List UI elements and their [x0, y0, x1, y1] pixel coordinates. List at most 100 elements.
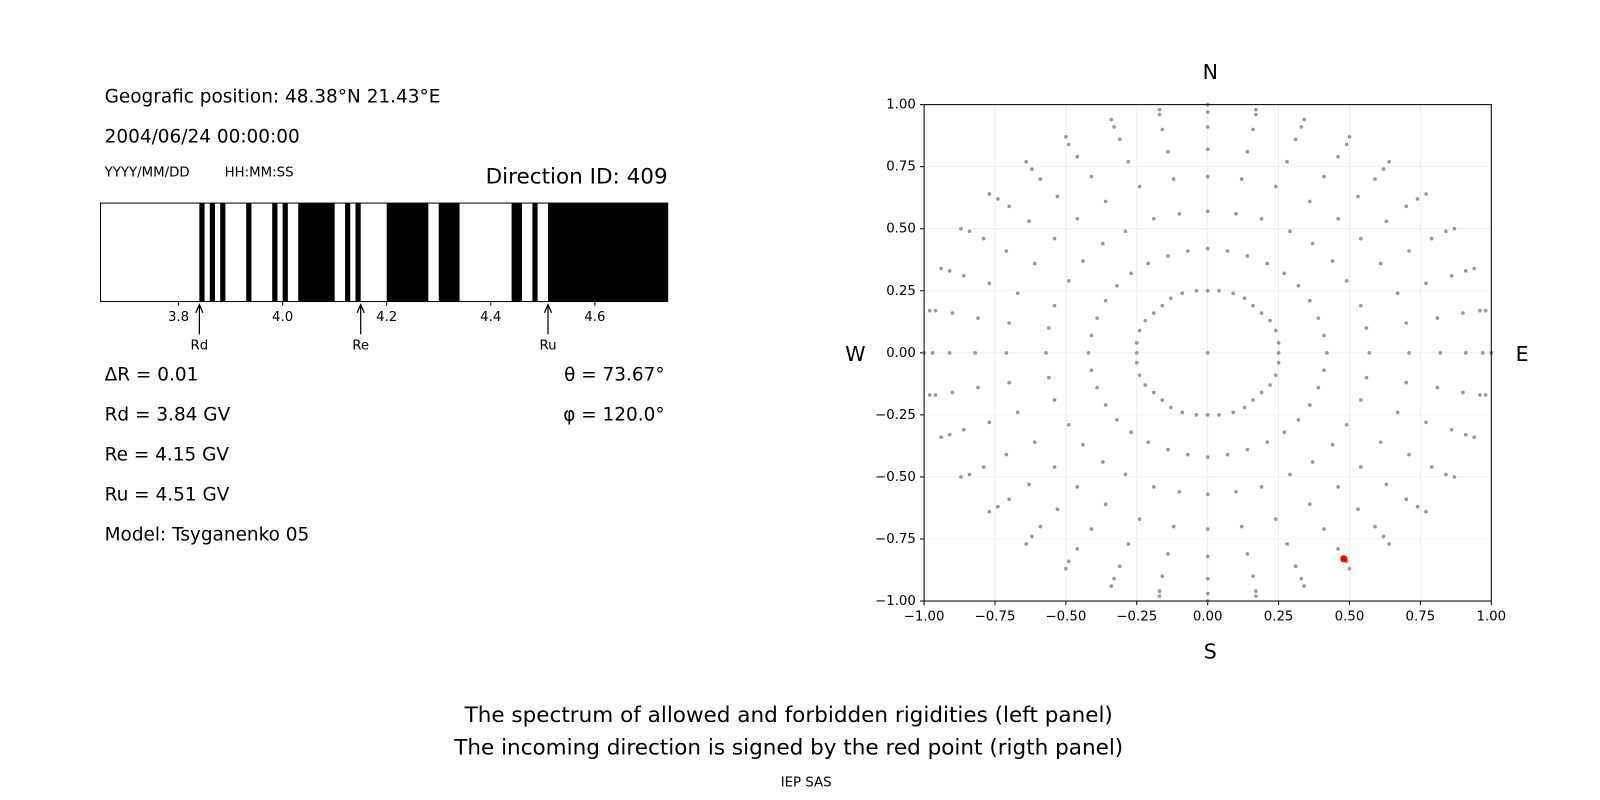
grid-point	[1205, 576, 1210, 581]
grid-point	[1151, 311, 1156, 315]
grid-point	[1143, 318, 1148, 323]
grid-point	[1254, 107, 1258, 112]
grid-point	[1330, 259, 1335, 263]
plot-frame	[923, 104, 1492, 602]
direction-id: Direction ID: 409	[486, 164, 668, 189]
grid-point	[1052, 236, 1057, 241]
grid-point	[1478, 393, 1482, 397]
grid-point	[1027, 482, 1031, 487]
grid-point	[1066, 142, 1071, 147]
grid-point	[1047, 326, 1051, 330]
forbidden-band	[282, 203, 288, 302]
y-tick-label: −0.75	[875, 532, 916, 547]
grid-point	[987, 509, 992, 514]
grid-point	[939, 266, 943, 271]
grid-point	[1472, 435, 1477, 440]
grid-point	[1415, 197, 1420, 201]
grid-point	[976, 316, 980, 320]
grid-point	[939, 435, 943, 440]
grid-point	[1299, 576, 1304, 581]
grid-point	[1177, 489, 1182, 494]
forbidden-band	[548, 203, 668, 302]
grid-point	[1146, 261, 1150, 266]
grid-point	[1007, 321, 1012, 325]
grid-point	[1089, 174, 1094, 179]
grid-point	[1395, 291, 1400, 296]
grid-point	[1265, 440, 1270, 445]
grid-point	[1166, 149, 1170, 154]
grid-point	[1168, 296, 1173, 301]
grid-point	[1251, 398, 1255, 402]
grid-point	[1146, 440, 1150, 445]
grid-point	[1259, 485, 1264, 489]
forbidden-band	[298, 203, 335, 302]
grid-point	[1075, 485, 1080, 489]
grid-point	[1347, 566, 1352, 571]
grid-point	[1452, 475, 1457, 479]
grid-point	[1407, 249, 1411, 253]
grid-point	[1276, 360, 1281, 365]
grid-point	[1273, 184, 1278, 189]
grid-point	[1356, 507, 1360, 512]
model: Model: Tsyganenko 05	[105, 524, 310, 545]
grid-point	[1316, 316, 1321, 320]
grid-point	[1166, 552, 1170, 556]
grid-point	[1245, 149, 1250, 154]
grid-point	[987, 420, 992, 425]
grid-point	[1254, 589, 1258, 593]
grid-point	[950, 390, 955, 395]
grid-point	[1336, 216, 1340, 221]
grid-point	[1160, 127, 1165, 132]
grid-point	[1129, 271, 1133, 276]
grid-point	[1217, 288, 1221, 293]
direction-label: S	[1204, 639, 1217, 663]
grid-point	[1103, 199, 1108, 204]
grid-point	[1472, 266, 1477, 271]
grid-point	[1205, 350, 1210, 355]
forbidden-band	[199, 203, 205, 302]
y-tick-label: −0.25	[875, 408, 916, 423]
grid-point	[1205, 246, 1210, 251]
grid-point	[1160, 574, 1165, 579]
grid-point	[1157, 589, 1162, 593]
grid-point	[1251, 127, 1255, 132]
grid-point	[1109, 584, 1114, 588]
grid-point	[1407, 350, 1411, 355]
x-tick-label: 4.0	[272, 310, 293, 325]
grid-point	[1115, 283, 1119, 288]
grid-point	[1288, 472, 1292, 477]
grid-point	[1404, 497, 1409, 502]
y-tick-label: 0.75	[886, 160, 916, 175]
grid-point	[1307, 403, 1312, 407]
grid-point	[1407, 452, 1411, 457]
grid-point	[995, 504, 1000, 509]
grid-point	[1254, 112, 1258, 117]
grid-point	[1242, 296, 1247, 301]
grid-point	[1435, 316, 1440, 320]
x-tick-label: −1.00	[904, 609, 945, 624]
grid-point	[1242, 405, 1247, 410]
grid-point	[950, 311, 955, 315]
forbidden-band	[355, 203, 361, 302]
grid-point	[1288, 229, 1292, 234]
grid-point	[1143, 383, 1148, 387]
grid-point	[961, 427, 966, 432]
grid-point	[1483, 393, 1488, 397]
grid-point	[1307, 502, 1312, 507]
forbidden-band	[532, 203, 538, 302]
grid-point	[1038, 177, 1043, 181]
grid-point	[1373, 524, 1377, 529]
grid-point	[1064, 566, 1068, 571]
grid-point	[1123, 472, 1128, 477]
grid-point	[1336, 154, 1340, 159]
y-tick-label: 0.25	[886, 284, 916, 299]
grid-point	[1030, 534, 1034, 539]
grid-point	[1225, 249, 1230, 253]
grid-point	[1285, 542, 1289, 546]
time-format: HH:MM:SS	[225, 165, 294, 180]
grid-point	[1015, 291, 1020, 296]
grid-point	[987, 192, 992, 196]
grid-point	[1185, 452, 1190, 457]
grid-point	[1004, 350, 1009, 355]
grid-point	[981, 236, 986, 241]
